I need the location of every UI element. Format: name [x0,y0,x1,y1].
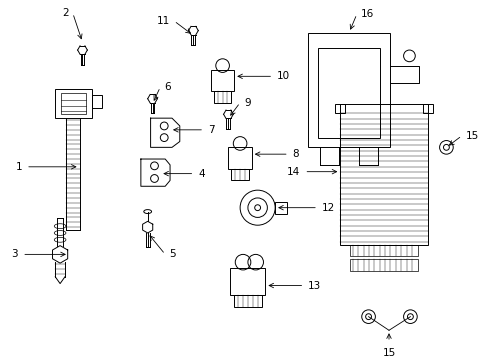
Text: 1: 1 [16,162,22,172]
Text: 8: 8 [292,149,299,159]
Bar [349,259,417,271]
Text: 15: 15 [382,348,395,358]
Text: 4: 4 [198,168,204,179]
Text: 2: 2 [62,8,69,18]
Text: 6: 6 [164,82,170,92]
Text: 11: 11 [157,16,170,26]
Text: 13: 13 [307,280,321,291]
Text: 5: 5 [169,249,175,260]
Text: 7: 7 [207,125,214,135]
Bar [213,91,231,103]
Bar [234,295,261,307]
Bar [61,93,86,114]
Bar [231,169,248,180]
Bar [335,104,345,113]
Bar [349,245,417,256]
Text: 3: 3 [12,249,18,260]
Text: 10: 10 [277,71,290,81]
Bar [230,268,265,295]
Text: 12: 12 [321,203,334,213]
Bar [307,32,389,147]
Bar [275,202,286,213]
Bar [340,104,427,245]
Bar [210,69,234,91]
Text: 14: 14 [286,167,300,177]
Text: 9: 9 [244,98,250,108]
Text: 15: 15 [465,131,478,141]
Bar [92,95,102,108]
Bar [55,89,92,118]
Text: 16: 16 [360,9,373,19]
Bar [228,147,251,169]
Bar [422,104,432,113]
Bar [317,48,380,138]
